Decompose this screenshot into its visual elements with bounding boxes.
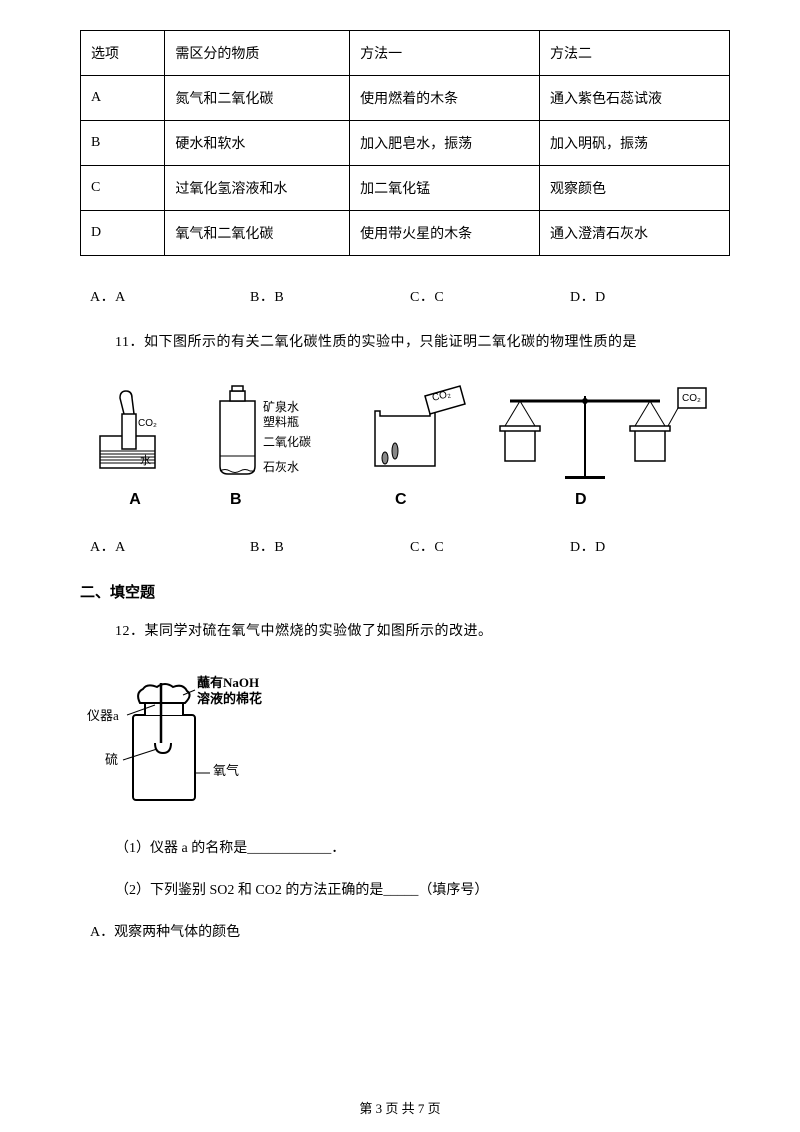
table-cell: 过氧化氢溶液和水	[165, 166, 350, 211]
option-a: A．A	[90, 536, 250, 556]
question-11-text: 11．如下图所示的有关二氧化碳性质的实验中，只能证明二氧化碳的物理性质的是	[80, 331, 730, 351]
table-cell: 观察颜色	[540, 166, 730, 211]
diagram-d-label: D	[490, 491, 710, 509]
q11-diagrams: CO₂ 水 A 矿泉水 塑料瓶 二氧化碳 石灰水 B CO₂ C	[90, 376, 730, 516]
q12-option-a: A．观察两种气体的颜色	[80, 921, 730, 941]
table-cell: 氮气和二氧化碳	[165, 76, 350, 121]
q12-apparatus: 仪器a 蘸有NaOH 溶液的棉花 硫 氧气	[85, 665, 305, 815]
answer-options-1: A．A B．B C．C D．D	[80, 286, 730, 306]
option-a: A．A	[90, 286, 250, 306]
table-cell: A	[81, 76, 165, 121]
q12-sub2: （2）下列鉴别 SO2 和 CO2 的方法正确的是_____（填序号）	[80, 879, 730, 899]
q12-sub1: （1）仪器 a 的名称是____________．	[80, 837, 730, 857]
svg-text:CO₂: CO₂	[138, 418, 157, 429]
header-method1: 方法一	[350, 31, 540, 76]
svg-text:溶液的棉花: 溶液的棉花	[197, 691, 262, 706]
svg-text:石灰水: 石灰水	[263, 460, 299, 474]
table-cell: 通入澄清石灰水	[540, 211, 730, 256]
diagram-c-label: C	[365, 491, 475, 509]
svg-text:二氧化碳: 二氧化碳	[263, 435, 311, 449]
table-cell: D	[81, 211, 165, 256]
svg-text:矿泉水: 矿泉水	[263, 400, 299, 414]
table-cell: 氧气和二氧化碳	[165, 211, 350, 256]
option-c: C．C	[410, 286, 570, 306]
diagram-a-icon: CO₂ 水	[90, 376, 170, 486]
option-d: D．D	[570, 286, 730, 306]
svg-text:硫: 硫	[105, 752, 118, 767]
header-substance: 需区分的物质	[165, 31, 350, 76]
diagram-c-icon: CO₂	[365, 376, 475, 486]
option-b: B．B	[250, 286, 410, 306]
table-cell: C	[81, 166, 165, 211]
table-cell: 加二氧化锰	[350, 166, 540, 211]
table-cell: 使用燃着的木条	[350, 76, 540, 121]
svg-text:CO₂: CO₂	[682, 393, 701, 404]
svg-text:蘸有NaOH: 蘸有NaOH	[197, 675, 259, 690]
svg-text:氧气: 氧气	[213, 763, 239, 778]
option-b: B．B	[250, 536, 410, 556]
question-table: 选项 需区分的物质 方法一 方法二 A 氮气和二氧化碳 使用燃着的木条 通入紫色…	[80, 30, 730, 256]
table-cell: 加入明矾，振荡	[540, 121, 730, 166]
answer-options-2: A．A B．B C．C D．D	[80, 536, 730, 556]
table-cell: 通入紫色石蕊试液	[540, 76, 730, 121]
diagram-d-icon: CO₂	[490, 376, 710, 486]
svg-text:水: 水	[140, 454, 151, 467]
apparatus-icon: 仪器a 蘸有NaOH 溶液的棉花 硫 氧气	[85, 665, 305, 810]
svg-text:塑料瓶: 塑料瓶	[263, 414, 299, 429]
option-d: D．D	[570, 536, 730, 556]
diagram-b-label: B	[205, 491, 335, 509]
diagram-a-label: A	[90, 491, 180, 509]
question-12-text: 12．某同学对硫在氧气中燃烧的实验做了如图所示的改进。	[80, 620, 730, 640]
table-cell: 使用带火星的木条	[350, 211, 540, 256]
option-c: C．C	[410, 536, 570, 556]
diagram-b-icon: 矿泉水 塑料瓶 二氧化碳 石灰水	[205, 376, 335, 486]
svg-text:仪器a: 仪器a	[87, 708, 119, 723]
header-option: 选项	[81, 31, 165, 76]
table-cell: B	[81, 121, 165, 166]
page-footer: 第 3 页 共 7 页	[0, 1098, 800, 1117]
table-cell: 硬水和软水	[165, 121, 350, 166]
table-cell: 加入肥皂水，振荡	[350, 121, 540, 166]
section-2-heading: 二、填空题	[80, 581, 730, 602]
header-method2: 方法二	[540, 31, 730, 76]
